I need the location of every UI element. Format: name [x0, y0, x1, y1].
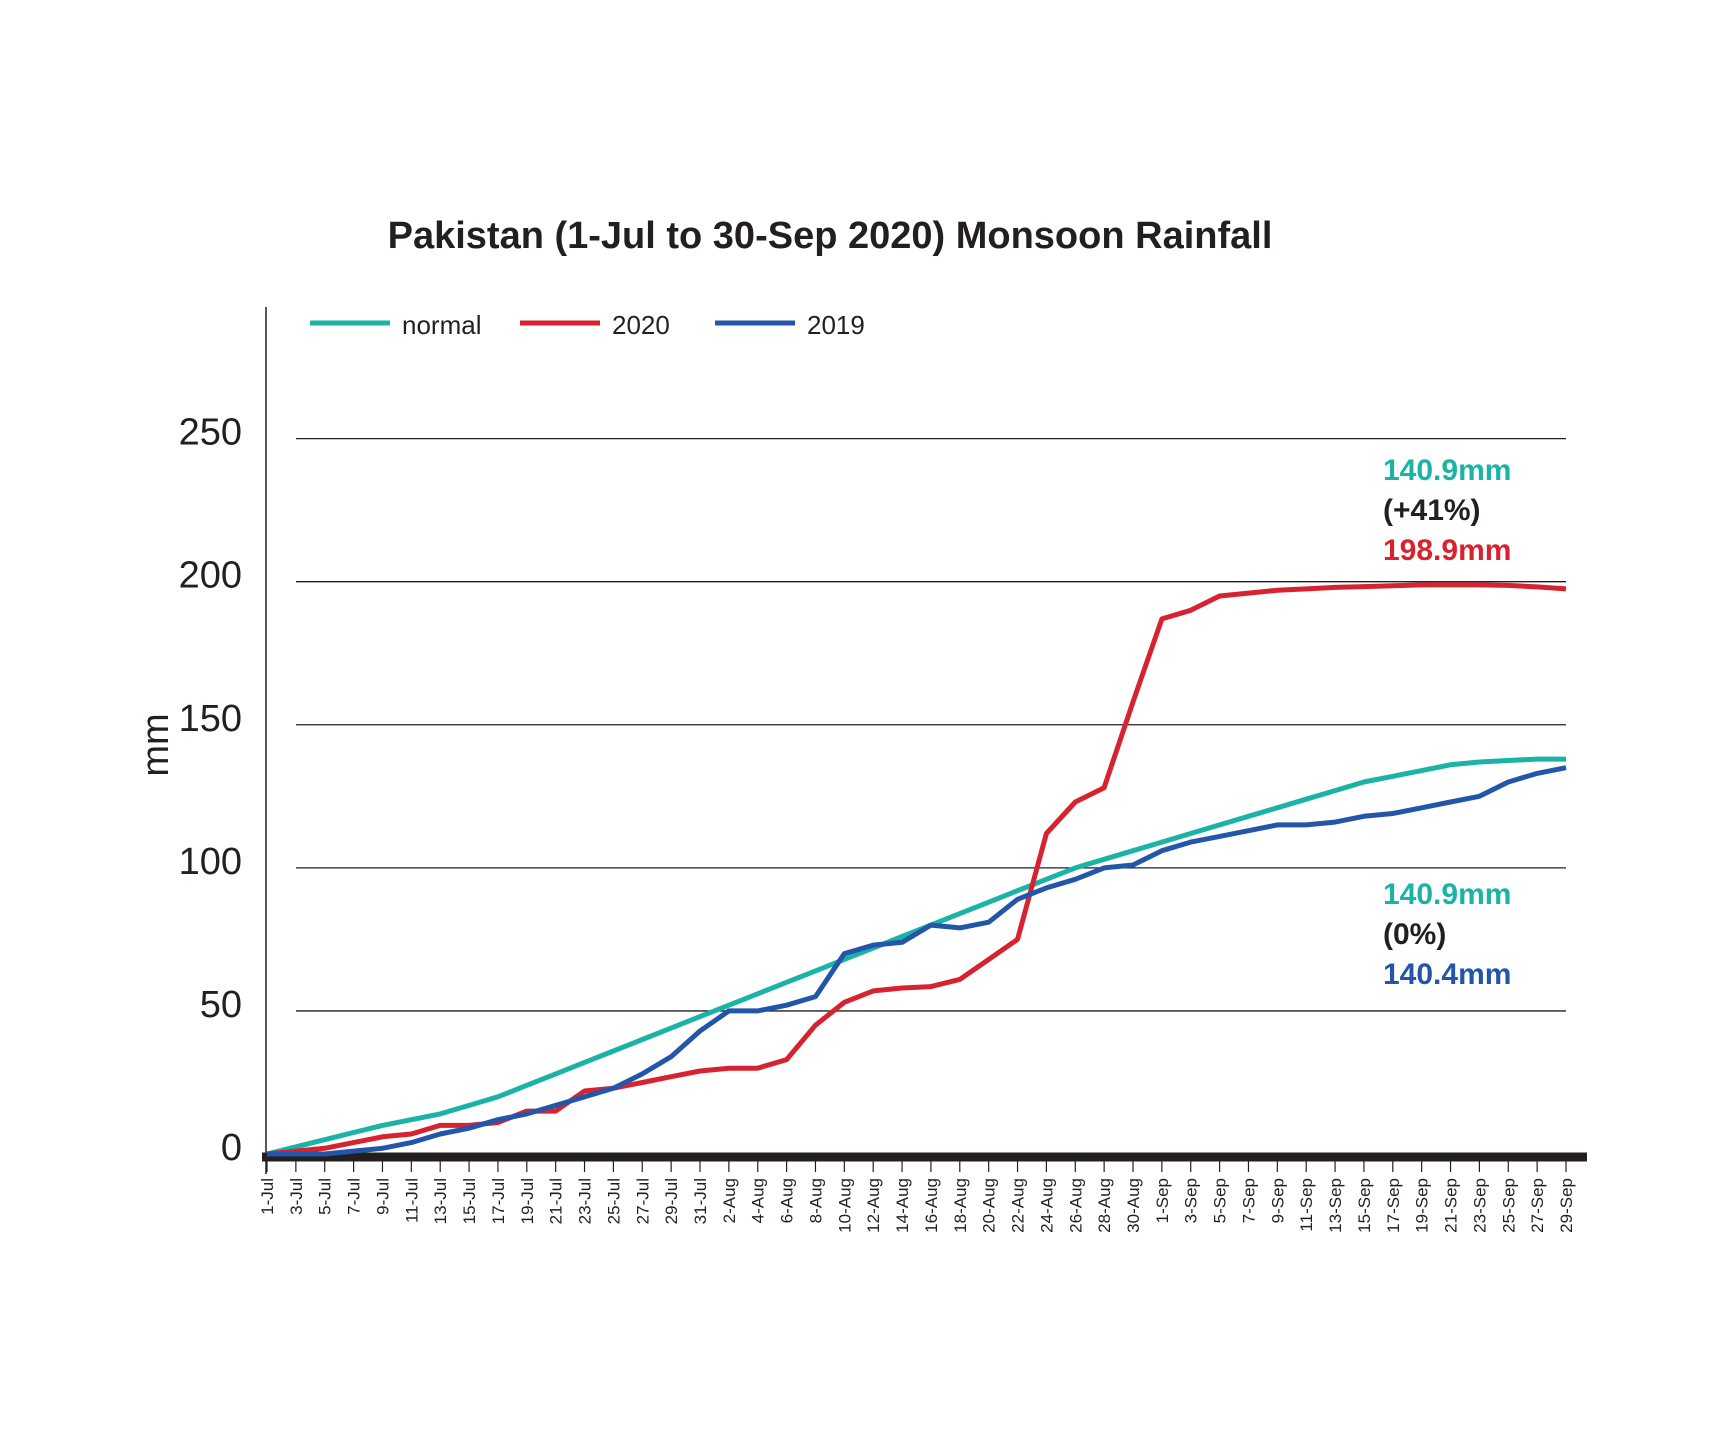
- x-tick-label: 18-Aug: [951, 1178, 970, 1233]
- y-tick-label: 200: [179, 555, 242, 597]
- x-tick-label: 31-Jul: [691, 1178, 710, 1224]
- annotation: 140.9mm: [1383, 878, 1511, 911]
- x-tick-label: 30-Aug: [1124, 1178, 1143, 1233]
- x-tick-label: 27-Jul: [633, 1178, 652, 1224]
- x-tick-label: 23-Sep: [1470, 1178, 1489, 1233]
- x-tick-label: 29-Sep: [1557, 1178, 1576, 1233]
- x-tick-label: 12-Aug: [864, 1178, 883, 1233]
- y-tick-label: 250: [179, 412, 242, 454]
- x-tick-label: 25-Jul: [604, 1178, 623, 1224]
- x-tick-label: 21-Sep: [1442, 1178, 1461, 1233]
- y-axis-label: mm: [135, 713, 177, 776]
- x-tick-label: 21-Jul: [547, 1178, 566, 1224]
- x-tick-label: 6-Aug: [778, 1178, 797, 1223]
- x-tick-label: 19-Jul: [518, 1178, 537, 1224]
- y-tick-label: 0: [221, 1127, 242, 1169]
- x-tick-label: 13-Jul: [431, 1178, 450, 1224]
- x-tick-label: 19-Sep: [1413, 1178, 1432, 1233]
- x-tick-label: 26-Aug: [1066, 1178, 1085, 1233]
- legend-label: 2020: [612, 310, 670, 340]
- x-tick-label: 7-Sep: [1239, 1178, 1258, 1223]
- chart-title: Pakistan (1-Jul to 30-Sep 2020) Monsoon …: [388, 215, 1273, 257]
- x-tick-label: 22-Aug: [1009, 1178, 1028, 1233]
- x-tick-label: 3-Sep: [1182, 1178, 1201, 1223]
- line-series: [267, 765, 1567, 1157]
- legend-label: 2019: [807, 310, 865, 340]
- x-tick-label: 24-Aug: [1037, 1178, 1056, 1233]
- x-tick-label: 16-Aug: [922, 1178, 941, 1233]
- x-tick-label: 20-Aug: [980, 1178, 999, 1233]
- x-tick-label: 10-Aug: [835, 1178, 854, 1233]
- x-tick-label: 7-Jul: [345, 1178, 364, 1215]
- x-tick-label: 14-Aug: [893, 1178, 912, 1233]
- x-tick-label: 9-Jul: [373, 1178, 392, 1215]
- x-tick-label: 17-Sep: [1384, 1178, 1403, 1233]
- legend-label: normal: [402, 310, 481, 340]
- line-series: [266, 756, 1566, 1157]
- x-tick-label: 1-Sep: [1153, 1178, 1172, 1223]
- y-tick-label: 150: [179, 698, 242, 740]
- x-tick-label: 11-Jul: [402, 1178, 421, 1223]
- annotation: 140.4mm: [1383, 958, 1511, 991]
- x-tick-label: 11-Sep: [1297, 1178, 1316, 1232]
- y-tick-label: 100: [179, 841, 242, 883]
- x-tick-label: 15-Sep: [1355, 1178, 1374, 1233]
- x-tick-label: 3-Jul: [287, 1178, 306, 1215]
- x-tick-label: 4-Aug: [749, 1178, 768, 1223]
- x-tick-label: 28-Aug: [1095, 1178, 1114, 1233]
- annotation: 198.9mm: [1383, 534, 1511, 567]
- x-tick-label: 13-Sep: [1326, 1178, 1345, 1233]
- x-tick-label: 5-Jul: [316, 1178, 335, 1215]
- line-series: [266, 582, 1567, 1157]
- y-tick-label: 50: [200, 984, 242, 1026]
- annotation: (+41%): [1383, 494, 1481, 527]
- x-tick-label: 27-Sep: [1528, 1178, 1547, 1233]
- x-tick-label: 15-Jul: [460, 1178, 479, 1224]
- x-tick-label: 29-Jul: [662, 1178, 681, 1224]
- x-tick-label: 25-Sep: [1499, 1178, 1518, 1233]
- annotation: 140.9mm: [1383, 454, 1511, 487]
- x-tick-label: 9-Sep: [1268, 1178, 1287, 1223]
- annotation: (0%): [1383, 918, 1446, 951]
- x-tick-label: 17-Jul: [489, 1178, 508, 1224]
- x-tick-label: 2-Aug: [720, 1178, 739, 1223]
- x-tick-label: 8-Aug: [806, 1178, 825, 1223]
- x-tick-label: 1-Jul: [258, 1178, 277, 1215]
- x-tick-label: 5-Sep: [1211, 1178, 1230, 1223]
- x-tick-label: 23-Jul: [576, 1178, 595, 1224]
